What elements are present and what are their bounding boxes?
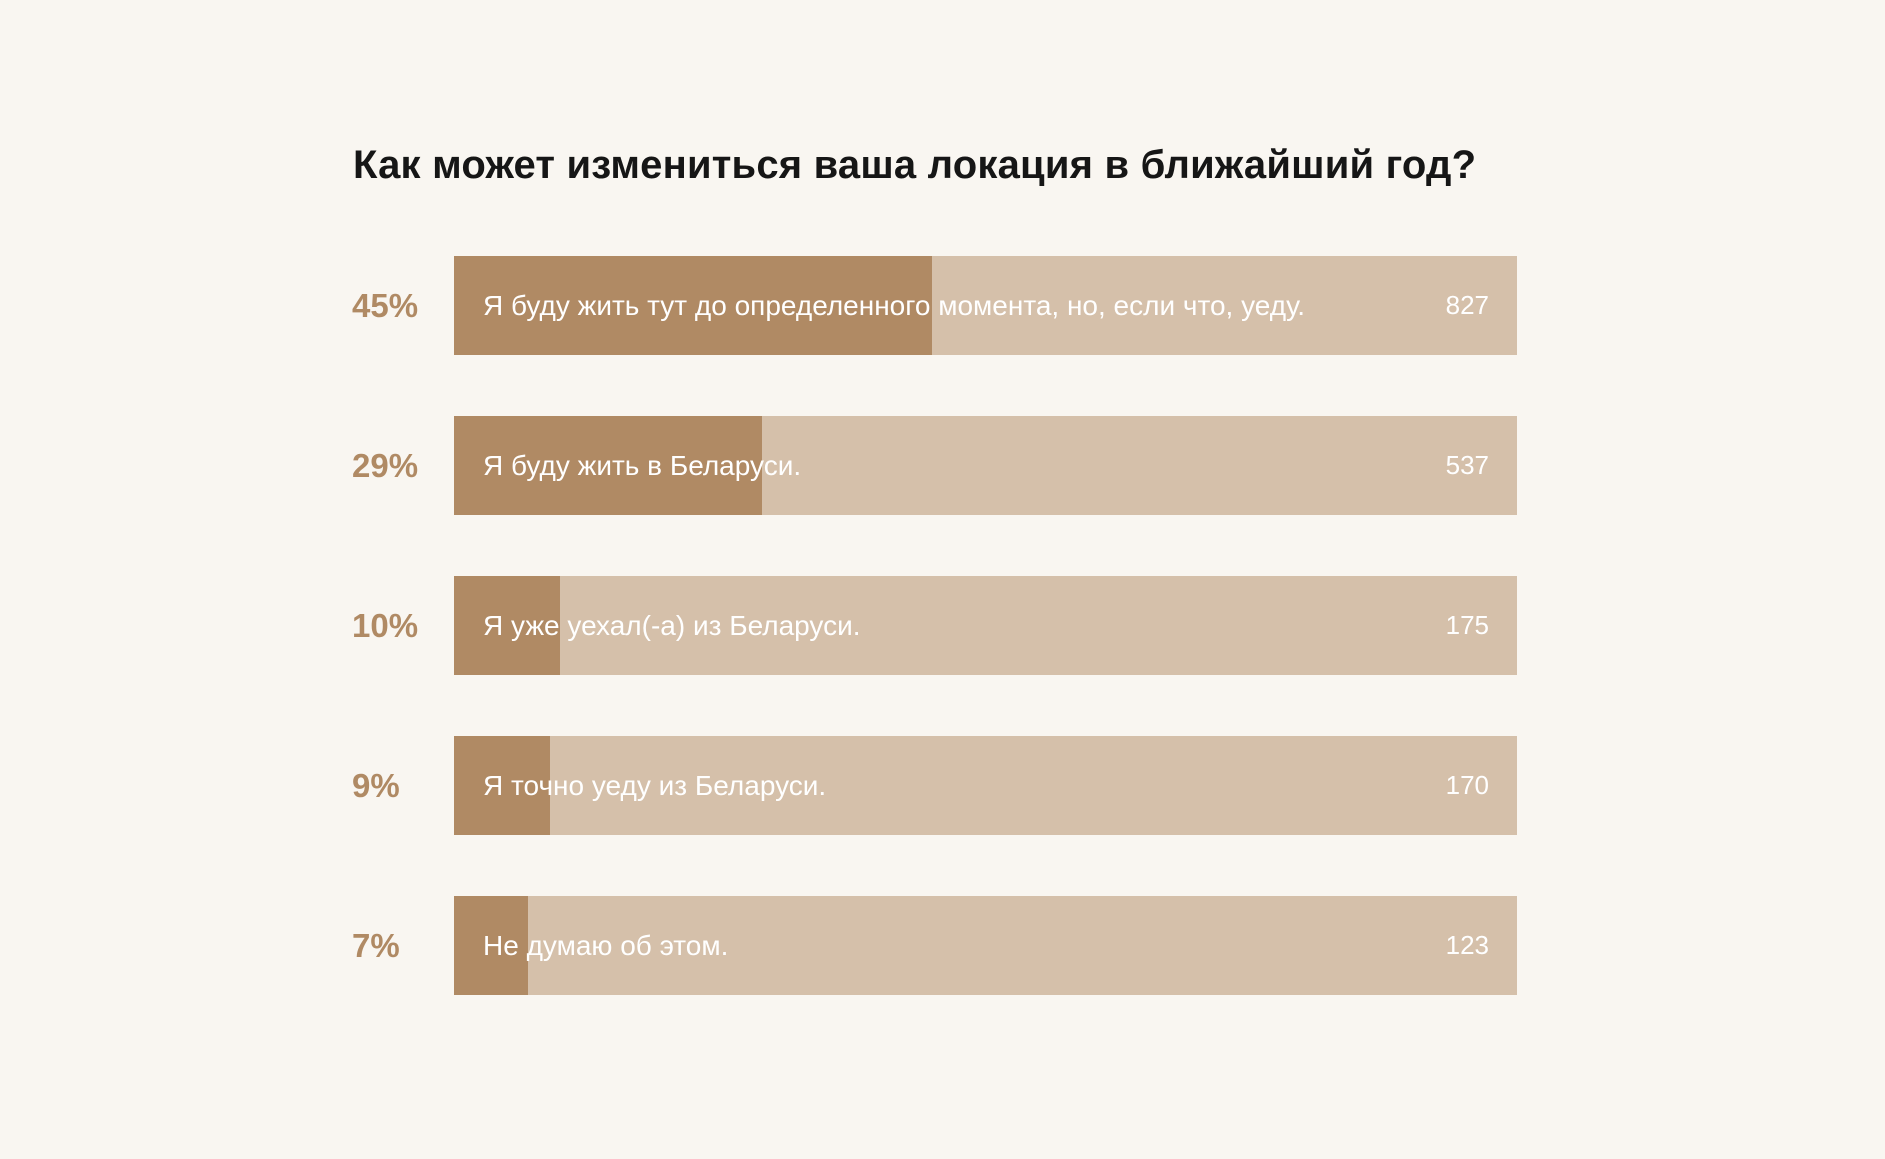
bar-row: 45% Я буду жить тут до определенного моме… [0, 256, 1885, 355]
bar-track: Я уже уехал(-а) из Беларуси. 175 [454, 576, 1517, 675]
bar-row: 9% Я точно уеду из Беларуси. 170 [0, 736, 1885, 835]
bar-fill [454, 256, 933, 355]
bar-row: 10% Я уже уехал(-а) из Беларуси. 175 [0, 576, 1885, 675]
bar-track: Я точно уеду из Беларуси. 170 [454, 736, 1517, 835]
percent-label: 9% [352, 767, 400, 804]
percent-label: 45% [352, 287, 419, 324]
bar-count: 123 [1445, 930, 1489, 960]
bar-label: Я буду жить тут до определенного момента… [483, 290, 1306, 321]
bar-count: 175 [1445, 610, 1489, 640]
bar-row: 7% Не думаю об этом. 123 [0, 896, 1885, 995]
percent-label: 29% [352, 447, 419, 484]
percent-label: 7% [352, 927, 400, 964]
bar-label: Я точно уеду из Беларуси. [483, 770, 827, 801]
bar-count: 537 [1445, 450, 1489, 480]
bar-label: Не думаю об этом. [483, 930, 729, 961]
bar-track: Я буду жить тут до определенного момента… [454, 256, 1517, 355]
bar-fill [454, 576, 561, 675]
bar-label: Я буду жить в Беларуси. [483, 450, 802, 481]
bar-count: 170 [1445, 770, 1489, 800]
bar-label: Я уже уехал(-а) из Беларуси. [483, 610, 861, 641]
bar-count: 827 [1445, 290, 1489, 320]
percent-label: 10% [352, 607, 419, 644]
bar-fill [454, 736, 550, 835]
chart-title: Как может измениться ваша локация в ближ… [353, 143, 1477, 187]
bar-row: 29% Я буду жить в Беларуси. 537 [0, 416, 1885, 515]
bar-fill [454, 896, 529, 995]
bar-fill [454, 416, 763, 515]
bar-track: Не думаю об этом. 123 [454, 896, 1517, 995]
bar-track: Я буду жить в Беларуси. 537 [454, 416, 1517, 515]
